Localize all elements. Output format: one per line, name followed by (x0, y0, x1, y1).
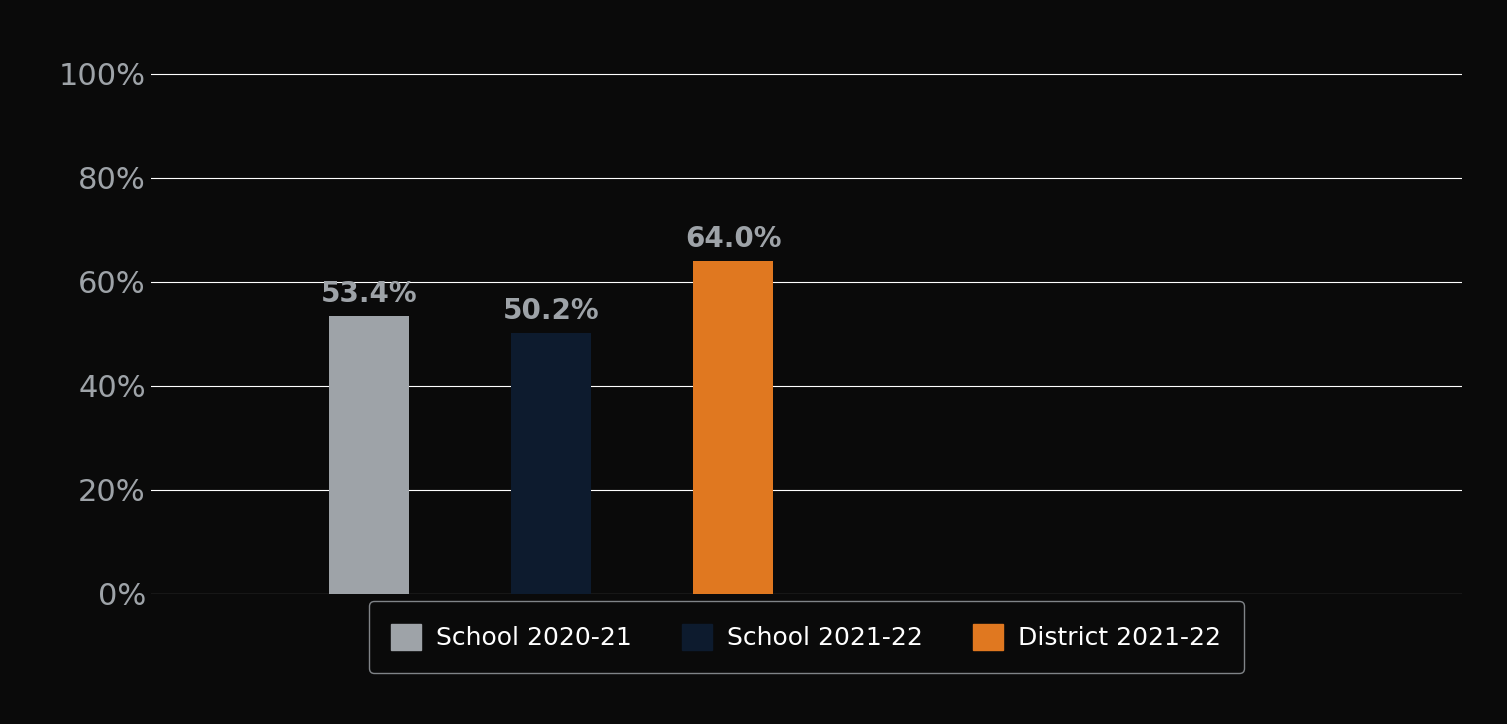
Legend: School 2020-21, School 2021-22, District 2021-22: School 2020-21, School 2021-22, District… (369, 602, 1243, 673)
Text: 50.2%: 50.2% (503, 297, 600, 325)
Bar (511, 332, 591, 594)
Text: 53.4%: 53.4% (321, 280, 417, 308)
Bar (693, 261, 773, 594)
Text: 64.0%: 64.0% (686, 225, 782, 253)
Bar (329, 316, 410, 594)
